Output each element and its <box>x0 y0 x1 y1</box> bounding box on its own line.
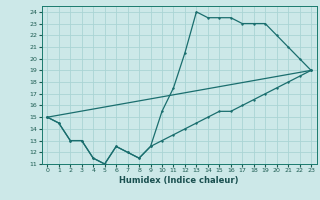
X-axis label: Humidex (Indice chaleur): Humidex (Indice chaleur) <box>119 176 239 185</box>
